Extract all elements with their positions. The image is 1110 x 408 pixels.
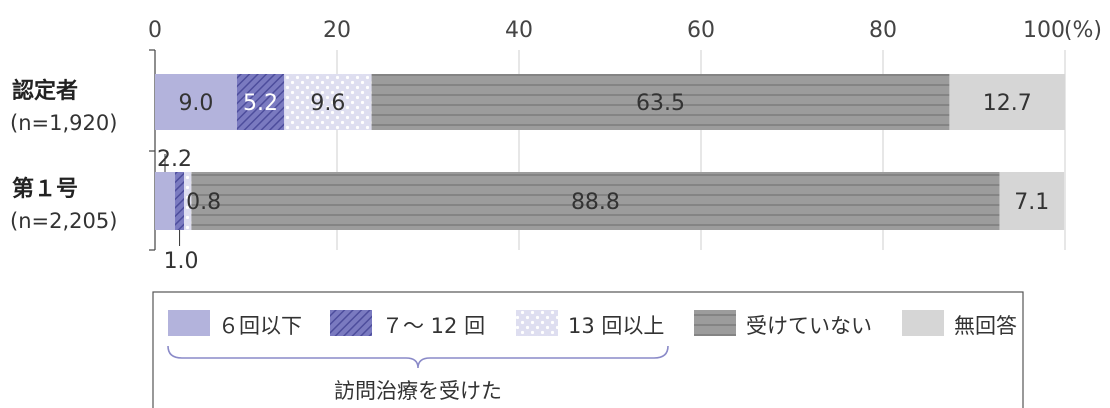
legend-label: ７～ 12 回	[382, 314, 485, 338]
x-tick-label: 0	[148, 18, 162, 43]
x-tick-label: 100	[1023, 18, 1065, 43]
data-label: 7.1	[1014, 190, 1049, 215]
legend-swatch	[168, 310, 210, 336]
legend-swatch	[516, 310, 558, 336]
x-tick-label: 20	[323, 18, 351, 43]
bar-segment	[175, 172, 185, 230]
bar-segment	[949, 74, 1065, 130]
x-tick-label: 40	[505, 18, 533, 43]
data-label: 2.2	[157, 147, 192, 172]
x-tick-label: 60	[687, 18, 715, 43]
legend-label: 無回答	[954, 314, 1017, 338]
legend-label: 受けていない	[746, 314, 872, 338]
data-label: 5.2	[243, 91, 278, 116]
row-name: 第１号	[12, 176, 78, 202]
legend-swatch	[694, 310, 736, 336]
bar-segment	[191, 172, 1000, 230]
data-label: 12.7	[983, 91, 1032, 116]
data-label: 9.0	[178, 91, 213, 116]
data-label: 9.6	[310, 91, 345, 116]
legend-brace	[167, 345, 669, 369]
row-name: 認定者	[12, 78, 78, 104]
data-label: 1.0	[164, 249, 199, 274]
legend-swatch	[902, 310, 944, 336]
legend-label: ６回以下	[218, 314, 302, 338]
data-label: 63.5	[636, 91, 685, 116]
bar-segment	[155, 172, 176, 230]
row-n-label: (n=1,920)	[10, 111, 117, 135]
bar-segment	[236, 74, 285, 130]
bar-segment	[371, 74, 950, 130]
unit-label: (%)	[1064, 18, 1102, 43]
legend-swatch	[330, 310, 372, 336]
legend-box	[152, 291, 1024, 408]
data-label: 88.8	[571, 190, 620, 215]
legend-label: 13 回以上	[568, 314, 664, 338]
bar-segment	[999, 172, 1065, 230]
bar-segment	[284, 74, 372, 130]
row-n-label: (n=2,205)	[10, 209, 117, 233]
bar-segment	[184, 172, 192, 230]
legend-bracket-label: 訪問治療を受けた	[334, 379, 502, 403]
x-tick-label: 80	[869, 18, 897, 43]
data-label: 0.8	[186, 190, 221, 215]
bar-segment	[155, 74, 237, 130]
